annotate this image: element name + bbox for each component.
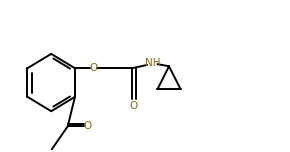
Text: O: O xyxy=(130,101,138,111)
Text: O: O xyxy=(84,121,92,131)
Text: NH: NH xyxy=(144,58,160,68)
Text: O: O xyxy=(90,63,98,73)
